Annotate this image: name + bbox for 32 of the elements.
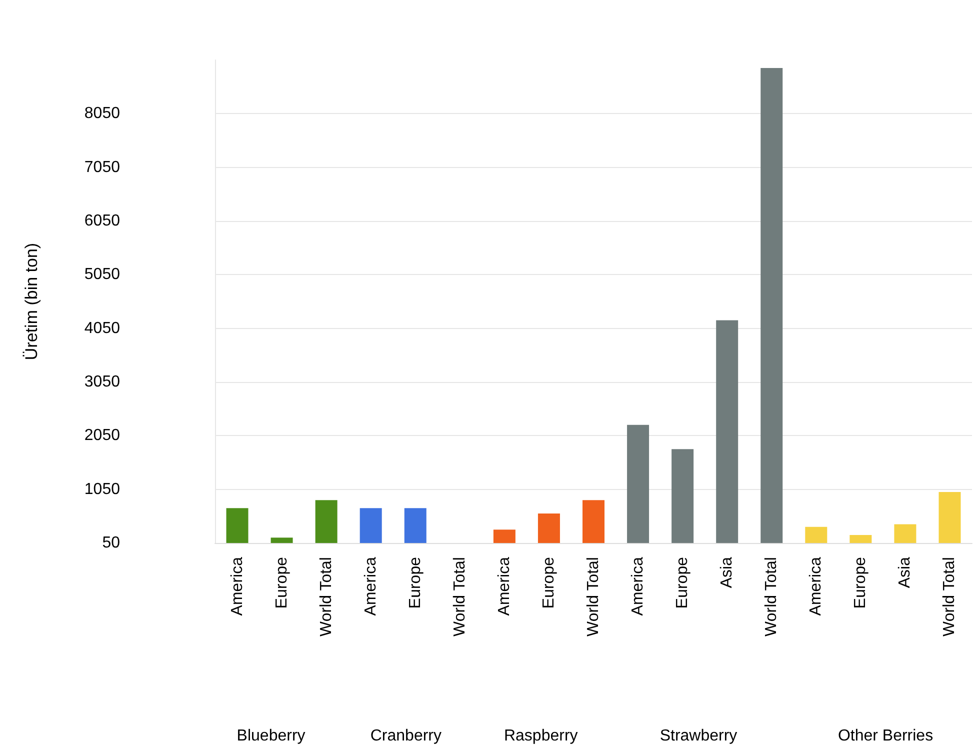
y-tick-label: 4050 bbox=[84, 320, 120, 337]
x-tick-label: Europe bbox=[406, 556, 424, 609]
y-tick-label: 1050 bbox=[84, 480, 120, 498]
x-tick-label: World Total bbox=[318, 557, 335, 636]
text: Blueberry bbox=[236, 728, 306, 744]
text: Raspberry bbox=[504, 728, 578, 744]
y-tick-label: 7050 bbox=[84, 158, 120, 176]
text: Other Berries bbox=[838, 728, 934, 744]
x-tick-label: America bbox=[630, 556, 647, 616]
x-tick-label: Europe bbox=[674, 556, 692, 609]
y-tick-label: 8050 bbox=[84, 105, 120, 122]
x-tick-label: World Total bbox=[451, 557, 468, 636]
x-tick-label: World Total bbox=[941, 557, 958, 636]
y-axis-title: Üretim (bin ton) bbox=[22, 242, 41, 360]
text: Cranberry bbox=[370, 728, 442, 744]
x-tick-label: America bbox=[496, 556, 513, 616]
y-tick-label: 5050 bbox=[84, 266, 120, 284]
x-tick-label: Asia bbox=[896, 556, 914, 588]
x-tick-label: America bbox=[808, 556, 825, 616]
x-tick-label: World Total bbox=[585, 557, 602, 636]
y-tick-label: 6050 bbox=[84, 212, 120, 230]
x-tick-label: World Total bbox=[763, 557, 780, 636]
x-tick-label: America bbox=[362, 556, 380, 616]
y-tick-label: 3050 bbox=[84, 374, 120, 390]
x-tick-label: America bbox=[228, 556, 246, 616]
y-tick-label: 2050 bbox=[84, 427, 120, 444]
x-tick-label: Europe bbox=[540, 556, 558, 609]
x-tick-label: Europe bbox=[273, 556, 290, 609]
x-tick-label: Europe bbox=[852, 556, 870, 609]
y-tick-label: 50 bbox=[102, 534, 120, 552]
x-tick-label: Asia bbox=[718, 556, 736, 588]
text: Strawberry bbox=[660, 728, 738, 744]
